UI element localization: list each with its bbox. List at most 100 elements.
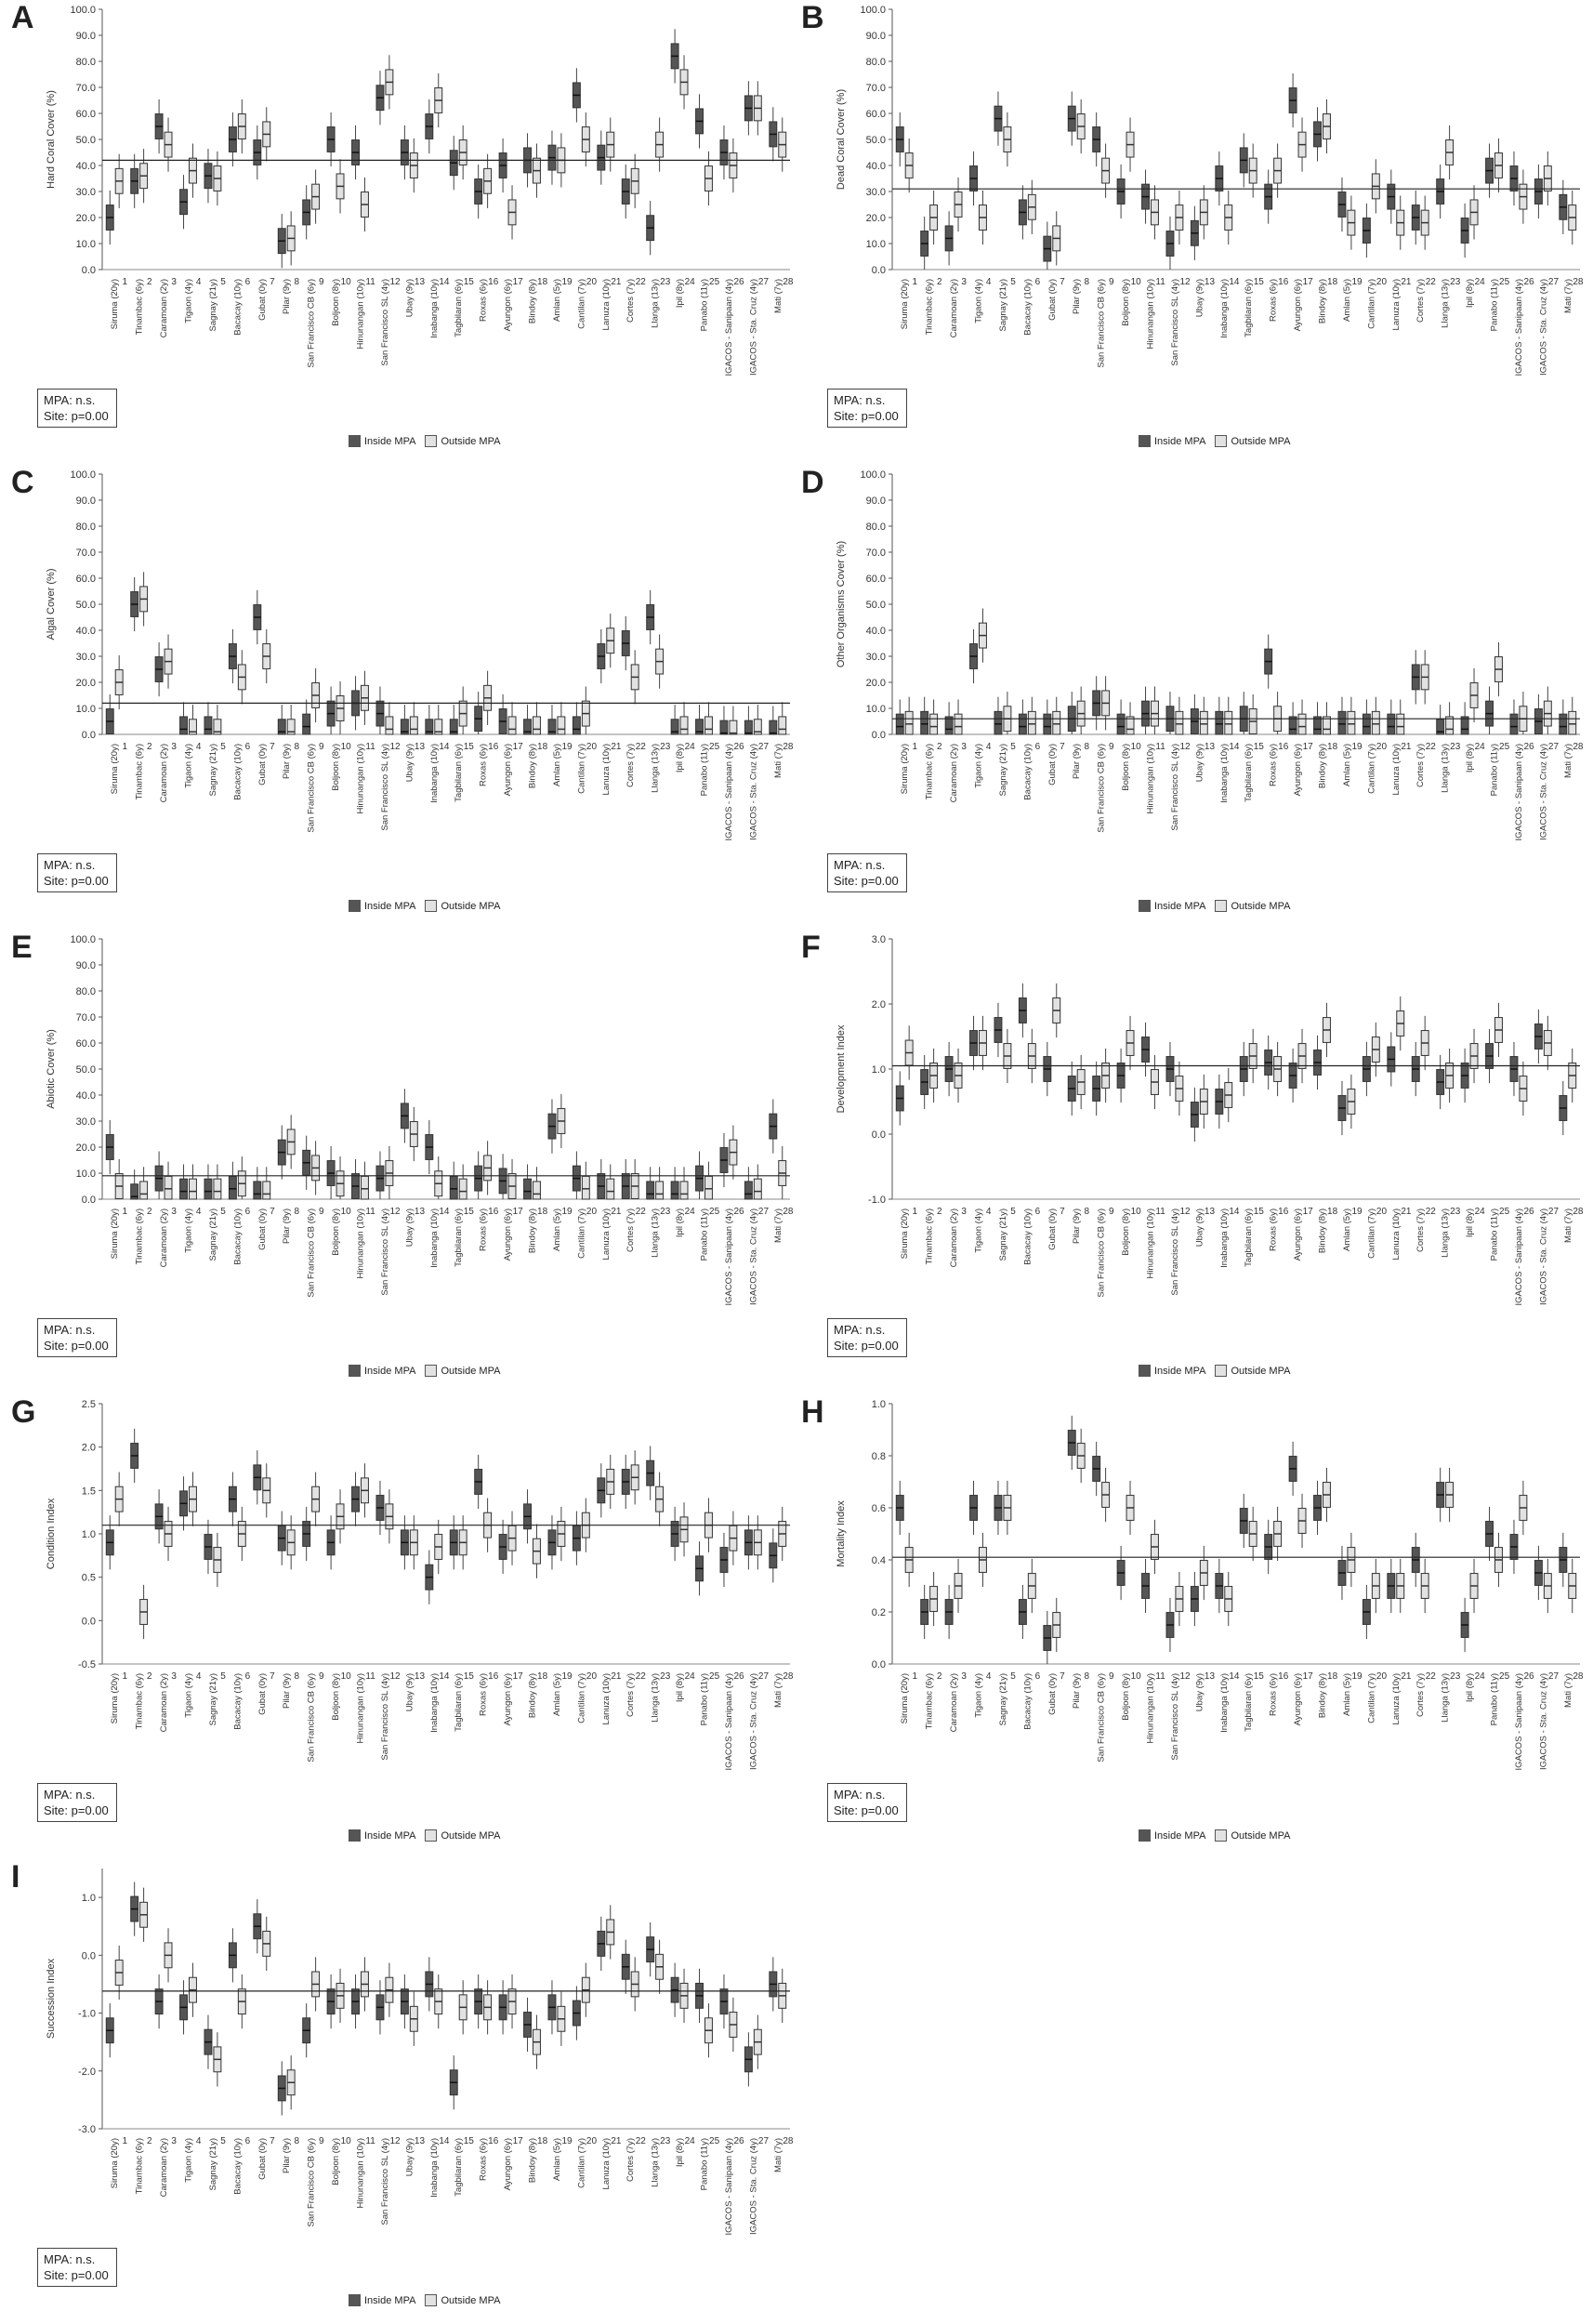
x-tick-label-site: San Francisco SL (4y): [380, 1673, 390, 1761]
x-tick-label-site: Tigaon (4y): [184, 279, 194, 324]
outside-box: [929, 713, 939, 735]
x-tick-label-site: IGACOS - Sanipaan (4y): [724, 744, 734, 841]
y-tick-label: 70.0: [76, 1012, 96, 1023]
inside-box: [277, 719, 286, 735]
x-tick-label-number: 3: [171, 742, 177, 752]
stats-box: MPA: n.s. Site: p=0.00: [37, 2248, 117, 2287]
x-tick-label-site: Amlan (5y): [552, 1208, 562, 1251]
x-tick-label-number: 20: [1376, 1671, 1388, 1682]
x-tick-label-site: Ayungon (6y): [503, 744, 513, 796]
legend-item-outside: Outside MPA: [425, 2294, 500, 2306]
x-tick-label-number: 2: [147, 277, 152, 287]
x-tick-label-number: 28: [783, 1207, 794, 1217]
x-tick-label-site: San Francisco SL (4y): [1170, 744, 1180, 831]
chart-panel-i: I -3.0 -2.0 -1.0 0.0 1.0 Succession Index Sirum…: [11, 1859, 809, 2324]
x-tick-label-number: 17: [513, 277, 524, 287]
x-tick-label-site: Tagbilaran (6y): [1244, 744, 1254, 802]
x-tick-label-number: 5: [1010, 1207, 1016, 1217]
x-tick-label-number: 15: [1254, 277, 1265, 287]
outside-box: [385, 716, 394, 735]
x-tick-label-number: 20: [586, 1671, 598, 1682]
x-tick-label-site: Sagnay (21y): [998, 1208, 1008, 1261]
x-tick-label-number: 20: [586, 742, 598, 752]
panel-letter: C: [11, 465, 34, 500]
outside-box: [1323, 716, 1331, 735]
inside-box: [523, 1178, 532, 1200]
x-tick-label-site: Llanga (13y): [1441, 279, 1451, 328]
x-tick-label-site: Pilar (9y): [282, 2138, 292, 2173]
x-tick-label-site: Tinambac (6y): [925, 1208, 935, 1264]
legend-swatch-inside: [349, 435, 361, 447]
legend-swatch-outside: [425, 1829, 438, 1842]
x-tick-label-number: 13: [415, 277, 426, 287]
inside-box: [719, 720, 729, 735]
legend-label-inside: Inside MPA: [1154, 1829, 1206, 1842]
y-tick-label: 80.0: [76, 522, 96, 533]
x-tick-label-site: Sagnay (21y): [208, 1673, 218, 1726]
x-tick-label-site: Llanga (13y): [651, 744, 661, 793]
x-tick-label-site: Caramoan (2y): [949, 744, 959, 802]
x-tick-label-site: Boljoon (8y): [331, 279, 341, 326]
x-tick-label-number: 2: [147, 742, 152, 752]
outside-box: [434, 719, 443, 735]
inside-box: [1460, 716, 1469, 735]
y-tick-label: 2.0: [82, 1443, 96, 1454]
y-tick-label: 40.0: [866, 626, 886, 637]
x-tick-label-site: Panabo (11y): [700, 1673, 710, 1725]
x-tick-label-number: 5: [220, 742, 226, 752]
y-tick-label: 2.5: [82, 1399, 96, 1410]
site-stat: Site: p=0.00: [834, 1803, 899, 1817]
y-tick-label: 1.0: [872, 1399, 886, 1410]
x-tick-label-site: Tagbilaran (6y): [1244, 279, 1254, 337]
legend-swatch-outside: [425, 900, 438, 912]
y-axis-label: Other Organisms Cover (%): [836, 541, 847, 667]
x-tick-label-site: Amlan (5y): [1342, 279, 1352, 322]
legend-item-inside: Inside MPA: [349, 435, 415, 447]
x-tick-label-number: 28: [1573, 1671, 1584, 1682]
x-tick-label-number: 24: [685, 1207, 696, 1217]
x-tick-label-number: 23: [660, 742, 671, 752]
x-tick-label-site: Pilar (9y): [1072, 744, 1082, 779]
box-plot-svg: 0.0 0.2 0.4 0.6 0.8 1.0 Mortality Index Siruma …: [836, 1399, 1584, 1771]
y-tick-label: 0.4: [872, 1555, 886, 1566]
x-tick-label-number: 21: [1401, 277, 1412, 287]
x-tick-label-number: 25: [709, 742, 720, 752]
x-tick-label-number: 8: [295, 1207, 300, 1217]
inside-box: [895, 713, 904, 735]
legend-label-inside: Inside MPA: [364, 900, 416, 912]
y-tick-label: 10.0: [76, 1169, 96, 1180]
x-tick-label-number: 18: [537, 2136, 548, 2146]
x-tick-label-number: 23: [660, 2136, 671, 2146]
mpa-stat: MPA: n.s.: [44, 858, 96, 872]
x-tick-label-number: 4: [986, 742, 992, 752]
y-tick-label: 60.0: [76, 109, 96, 120]
x-tick-label-site: Inabanga (10y): [1219, 744, 1230, 803]
outside-box: [1445, 716, 1455, 735]
legend-swatch-inside: [349, 2294, 361, 2306]
y-tick-label: 80.0: [866, 57, 886, 68]
legend-swatch-outside: [1215, 1365, 1228, 1377]
y-tick-label: 50.0: [866, 135, 886, 146]
x-tick-label-site: Bacacay (10y): [232, 279, 243, 336]
y-tick-label: 100.0: [70, 5, 96, 16]
legend-swatch-inside: [1139, 1829, 1151, 1842]
outside-box: [778, 716, 787, 735]
x-tick-label-site: Roxas (6y): [479, 1208, 489, 1251]
x-tick-label-site: Tagbilaran (6y): [1244, 1208, 1254, 1267]
outside-box: [189, 1178, 197, 1200]
x-tick-label-site: Mati (7y): [773, 2138, 783, 2172]
legend-item-outside: Outside MPA: [1215, 900, 1290, 912]
x-tick-label-number: 23: [1450, 277, 1461, 287]
outside-box: [557, 716, 566, 735]
x-tick-label-number: 6: [1035, 1207, 1041, 1217]
inside-box: [1043, 713, 1052, 735]
x-tick-label-site: Roxas (6y): [1269, 1208, 1279, 1251]
outside-box: [753, 719, 762, 735]
outside-box: [679, 1181, 689, 1200]
x-tick-label-number: 13: [1205, 1207, 1216, 1217]
x-tick-label-number: 24: [1475, 742, 1486, 752]
x-tick-label-site: Inabanga (10y): [1219, 1208, 1230, 1268]
outside-box: [213, 1178, 222, 1200]
y-tick-label: 10.0: [866, 239, 886, 250]
x-tick-label-site: Gubat (0y): [257, 279, 268, 321]
